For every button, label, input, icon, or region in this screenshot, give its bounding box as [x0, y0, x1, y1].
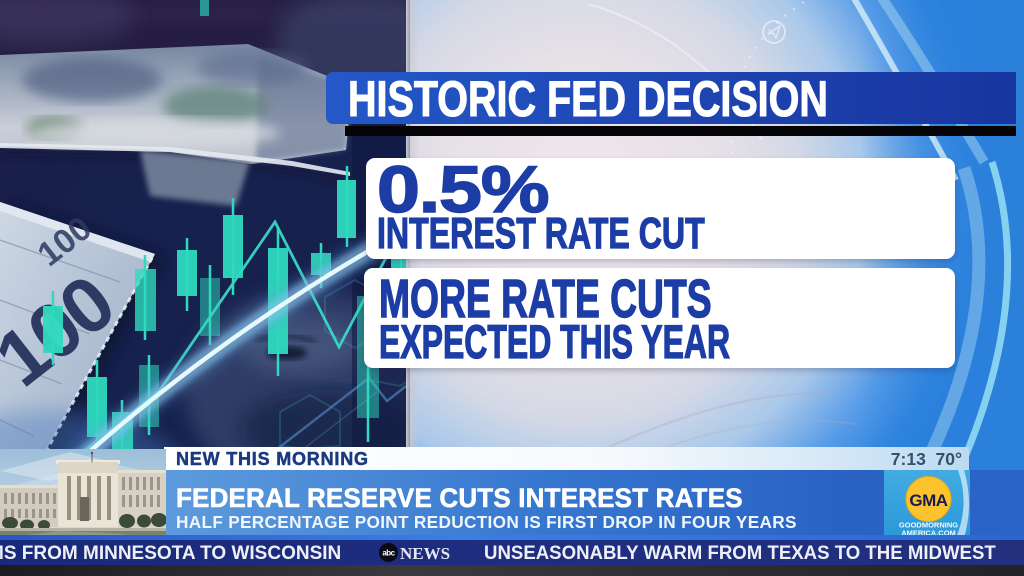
svg-text:AMERICA.COM: AMERICA.COM [901, 529, 956, 538]
svg-text:GMA: GMA [909, 491, 947, 510]
svg-text:GOODMORNING: GOODMORNING [899, 521, 958, 530]
svg-text:NEWS: NEWS [400, 544, 450, 563]
svg-text:abc: abc [382, 549, 395, 558]
